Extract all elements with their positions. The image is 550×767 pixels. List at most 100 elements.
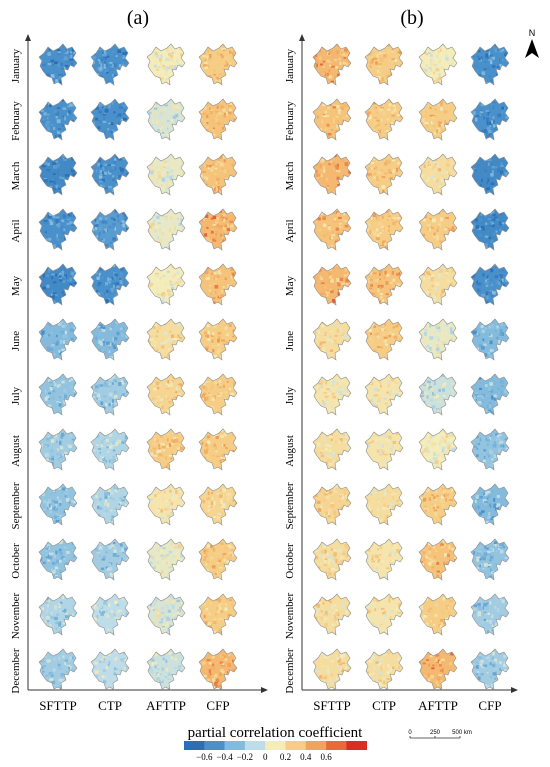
map-cell-b-cfp-5	[470, 263, 510, 306]
map-cell-b-sfttp-11	[312, 593, 352, 636]
map-cell-a-sfttp-10	[38, 538, 78, 581]
legend-tick-4: 0	[263, 752, 268, 762]
panel-a-axes	[25, 34, 268, 693]
map-cell-a-afttp-1	[146, 43, 186, 86]
month-label-b-6: June	[284, 331, 296, 351]
month-label-a-5: May	[10, 275, 22, 296]
map-cell-a-afttp-12	[146, 648, 186, 691]
map-cell-b-ctp-10	[364, 538, 404, 581]
map-cell-b-afttp-10	[418, 538, 458, 581]
map-cell-b-sfttp-4	[312, 208, 352, 251]
legend-swatch-2	[204, 741, 225, 750]
map-cell-b-afttp-8	[418, 428, 458, 471]
map-cell-a-afttp-9	[146, 483, 186, 526]
map-cell-b-cfp-10	[470, 538, 510, 581]
map-cell-a-cfp-1	[198, 43, 238, 86]
legend-swatch-5	[265, 741, 286, 750]
map-cell-b-ctp-11	[364, 593, 404, 636]
map-cell-a-afttp-7	[146, 373, 186, 416]
month-label-a-4: April	[10, 219, 22, 242]
map-cell-a-ctp-3	[90, 153, 130, 196]
map-cell-b-ctp-4	[364, 208, 404, 251]
month-label-a-2: February	[10, 101, 22, 141]
map-cell-b-sfttp-10	[312, 538, 352, 581]
legend-title: partial correlation coefficient	[188, 725, 363, 741]
panel-b-axes	[299, 34, 518, 693]
map-cell-a-sfttp-12	[38, 648, 78, 691]
month-label-b-4: April	[284, 219, 296, 242]
legend-swatch-1	[184, 741, 205, 750]
month-label-a-8: August	[10, 435, 22, 467]
map-cell-a-afttp-11	[146, 593, 186, 636]
map-cell-b-cfp-3	[470, 153, 510, 196]
legend-tick-2: −0.4	[216, 752, 233, 762]
map-cell-a-ctp-2	[90, 98, 130, 141]
column-label-a-afttp: AFTTP	[146, 698, 186, 713]
legend-tick-3: −0.2	[237, 752, 253, 762]
scale-label-0: 0	[408, 730, 412, 736]
month-label-b-2: February	[284, 101, 296, 141]
map-cell-b-afttp-12	[418, 648, 458, 691]
map-cell-a-ctp-12	[90, 648, 130, 691]
month-label-b-3: March	[284, 161, 296, 190]
map-cell-a-cfp-4	[198, 208, 238, 251]
map-cell-a-sfttp-3	[38, 153, 78, 196]
map-cell-a-afttp-3	[146, 153, 186, 196]
map-cell-b-ctp-7	[364, 373, 404, 416]
map-cell-b-sfttp-9	[312, 483, 352, 526]
map-cell-b-afttp-6	[418, 318, 458, 361]
legend-swatch-7	[305, 741, 327, 750]
map-cell-a-cfp-2	[198, 98, 238, 141]
month-label-a-6: June	[10, 331, 22, 351]
map-cell-b-ctp-8	[364, 428, 404, 471]
panel-a-label: (a)	[127, 7, 149, 29]
month-label-b-11: November	[284, 592, 296, 639]
scale-bar: 0 250 500 km	[408, 730, 472, 739]
north-arrow-label: N	[529, 28, 536, 38]
legend-tick-6: 0.4	[300, 752, 312, 762]
legend-tick-1: −0.6	[196, 752, 213, 762]
legend-tick-7: 0.6	[320, 752, 332, 762]
map-cell-b-cfp-1	[470, 43, 510, 86]
map-cell-b-ctp-3	[364, 153, 404, 196]
column-label-a-cfp: CFP	[206, 698, 229, 713]
map-cell-a-ctp-4	[90, 208, 130, 251]
map-cell-b-ctp-12	[364, 648, 404, 691]
column-label-a-ctp: CTP	[98, 698, 122, 713]
north-arrow-icon	[525, 39, 539, 58]
panel-b-month-labels: January February March April May June Ju…	[284, 48, 296, 693]
panel-a-column-labels: SFTTP CTP AFTTP CFP	[39, 698, 229, 713]
column-label-a-sfttp: SFTTP	[39, 698, 77, 713]
month-label-a-10: October	[10, 543, 22, 579]
scale-label-250: 250	[430, 730, 441, 736]
map-cell-a-ctp-1	[90, 43, 130, 86]
map-cell-b-afttp-7	[418, 373, 458, 416]
map-cell-a-ctp-10	[90, 538, 130, 581]
legend-swatch-8	[326, 741, 347, 750]
map-cell-a-sfttp-1	[38, 43, 78, 86]
map-cell-b-cfp-11	[470, 593, 510, 636]
map-cell-b-cfp-4	[470, 208, 510, 251]
map-cell-b-sfttp-8	[312, 428, 352, 471]
map-cell-a-ctp-6	[90, 318, 130, 361]
map-cell-a-cfp-6	[198, 318, 238, 361]
legend: partial correlation coefficient −0.6 −0.4…	[184, 725, 367, 762]
map-cell-a-afttp-4	[146, 208, 186, 251]
column-label-b-cfp: CFP	[478, 698, 501, 713]
legend-swatch-4	[244, 741, 266, 750]
map-cell-b-sfttp-7	[312, 373, 352, 416]
map-cell-a-afttp-8	[146, 428, 186, 471]
map-cell-a-afttp-10	[146, 538, 186, 581]
map-cell-b-afttp-2	[418, 98, 458, 141]
month-label-b-12: December	[284, 648, 296, 694]
month-label-a-1: January	[10, 48, 22, 83]
legend-swatch-3	[224, 741, 246, 750]
month-label-a-3: March	[10, 161, 22, 190]
map-cell-a-cfp-12	[198, 648, 238, 691]
panel-b-column-labels: SFTTP CTP AFTTP CFP	[313, 698, 501, 713]
map-cell-b-afttp-3	[418, 153, 458, 196]
map-cell-b-ctp-1	[364, 43, 404, 86]
map-cell-a-ctp-11	[90, 593, 130, 636]
month-label-b-7: July	[284, 386, 296, 405]
map-cell-b-sfttp-5	[312, 263, 352, 306]
